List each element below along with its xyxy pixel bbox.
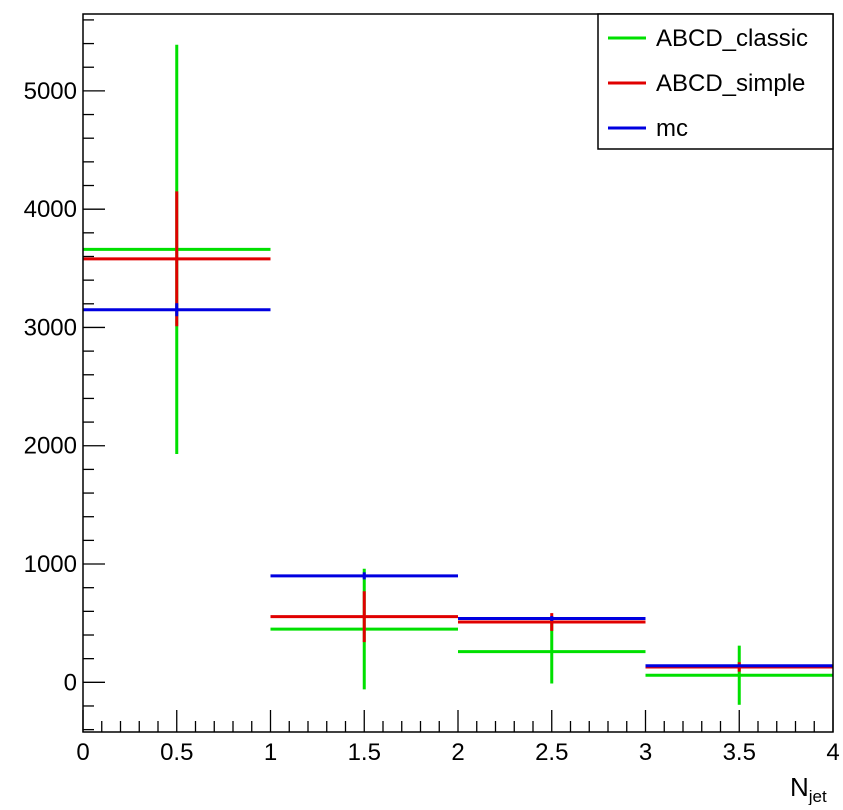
x-tick-label: 1.5 [348,739,381,766]
x-tick-label: 3.5 [723,739,756,766]
x-axis-label-main: N [790,772,809,802]
x-tick-label: 0 [76,739,89,766]
y-tick-label: 4000 [24,196,77,223]
legend-label-ABCD_classic: ABCD_classic [656,25,808,52]
x-tick-label: 4 [826,739,839,766]
y-tick-label: 3000 [24,314,77,341]
x-axis-label-sub: jet [808,787,827,805]
x-tick-label: 1 [264,739,277,766]
legend-label-ABCD_simple: ABCD_simple [656,70,805,97]
y-tick-label: 5000 [24,78,77,105]
y-tick-label: 1000 [24,551,77,578]
series-layer [83,44,833,705]
x-tick-label: 0.5 [160,739,193,766]
y-tick-label: 0 [64,669,77,696]
x-axis-label: Njet [790,772,827,805]
x-tick-label: 2.5 [535,739,568,766]
x-tick-label: 3 [639,739,652,766]
y-tick-label: 2000 [24,433,77,460]
axes-layer: 0 0.5 1 1.5 2 2.5 3 3.5 4 0 1000 2000 3000 4000 5000 [24,13,840,766]
series-mc [83,303,833,668]
legend-label-mc: mc [656,115,688,142]
x-tick-label: 2 [451,739,464,766]
